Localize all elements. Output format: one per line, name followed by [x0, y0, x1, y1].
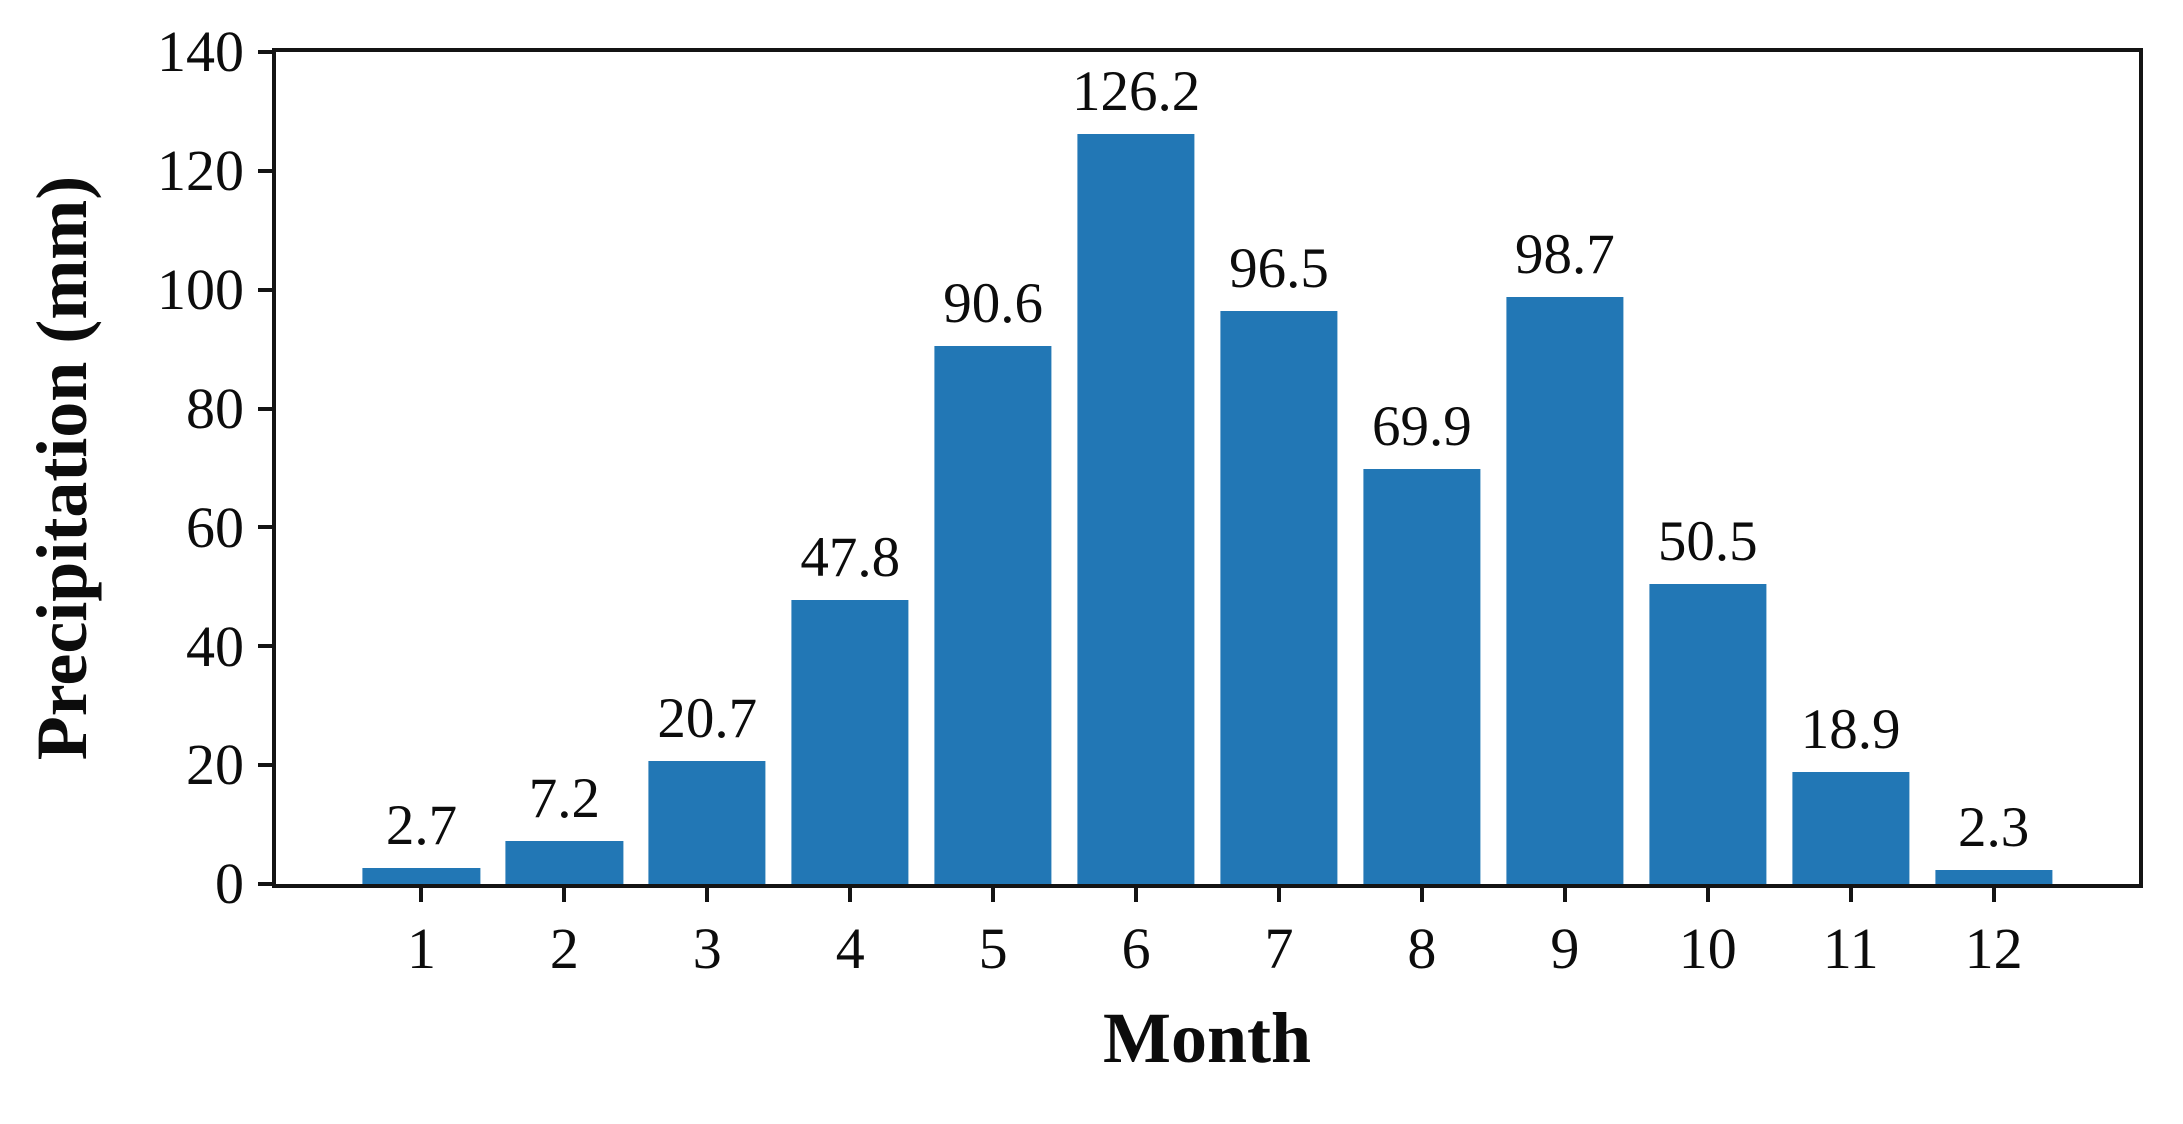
x-tick-label: 12	[1964, 916, 2023, 981]
x-tick-mark	[705, 884, 710, 902]
x-tick-label: 2	[549, 916, 579, 981]
bar	[1935, 870, 2053, 884]
x-tick-label: 10	[1678, 916, 1737, 981]
bar-slot: 96.5 7	[1208, 52, 1351, 978]
y-tick-label: 80	[186, 375, 244, 441]
bar	[1649, 583, 1767, 884]
bar-value-label: 98.7	[1514, 223, 1615, 287]
bar-slot: 7.2 2	[493, 52, 636, 978]
bar-value-label: 2.7	[385, 793, 458, 857]
bar-slot: 47.8 4	[779, 52, 922, 978]
bar-slot: 18.9 11	[1779, 52, 1922, 978]
bar	[791, 599, 909, 884]
x-tick-label: 3	[692, 916, 722, 981]
bar	[1077, 134, 1195, 884]
x-tick-mark	[1134, 884, 1139, 902]
bar	[362, 867, 481, 884]
bar-slot: 2.7 1	[350, 52, 493, 978]
bar	[1506, 297, 1624, 884]
bar	[1220, 310, 1338, 884]
x-tick-label: 5	[978, 916, 1008, 981]
x-tick-mark	[1991, 884, 1996, 902]
bar	[505, 841, 623, 884]
x-tick-label: 4	[835, 916, 865, 981]
bar-slot: 20.7 3	[636, 52, 779, 978]
y-axis-title: Precipitation (mm)	[22, 175, 102, 761]
bar-value-label: 2.3	[1957, 796, 2030, 860]
bar-value-label: 69.9	[1372, 394, 1472, 458]
x-tick-mark	[562, 884, 567, 902]
y-tick-label: 40	[186, 613, 244, 679]
y-tick-label: 60	[186, 494, 244, 560]
bar	[648, 760, 766, 884]
y-tick-label: 120	[157, 137, 244, 203]
bar-slot: 69.9 8	[1350, 52, 1493, 978]
y-tick-mark	[258, 406, 276, 411]
y-tick-label: 20	[186, 732, 244, 798]
x-tick-mark	[1705, 884, 1710, 902]
y-tick-label: 140	[157, 19, 244, 85]
x-tick-label: 6	[1121, 916, 1151, 981]
bar-slot: 126.2 6	[1065, 52, 1208, 977]
bar-value-label: 20.7	[657, 686, 758, 750]
bar-slot: 98.7 9	[1493, 52, 1636, 978]
bar-value-label: 18.9	[1800, 697, 1901, 761]
bar	[1792, 771, 1910, 884]
bar-slot: 50.5 10	[1636, 52, 1779, 978]
x-tick-mark	[419, 884, 424, 902]
y-tick-mark	[258, 287, 276, 292]
bar-slot: 90.6 5	[922, 52, 1065, 978]
y-tick-mark	[258, 644, 276, 649]
x-tick-label: 9	[1550, 916, 1580, 981]
x-tick-label: 7	[1264, 916, 1294, 981]
x-tick-label: 8	[1407, 916, 1437, 981]
y-tick-mark	[258, 882, 276, 886]
bar-value-label: 126.2	[1071, 60, 1201, 124]
y-tick-mark	[258, 50, 276, 54]
bar	[934, 345, 1052, 884]
bar-slot: 2.3 12	[1922, 52, 2065, 978]
bar-value-label: 90.6	[943, 271, 1044, 335]
x-tick-mark	[1562, 884, 1567, 902]
y-tick-mark	[258, 525, 276, 530]
x-tick-mark	[1419, 884, 1424, 902]
x-tick-mark	[1848, 884, 1853, 902]
x-tick-mark	[1276, 884, 1281, 902]
x-tick-label: 11	[1822, 916, 1879, 981]
plot-area: 2.7 1 7.2 2 20.7 3 47.8 4 90.6 5 126.2 6 96.5 7 69.9 8 9…	[157, 23, 2143, 978]
x-axis-title: Month	[1102, 998, 1312, 1078]
x-tick-mark	[848, 884, 853, 902]
y-tick-mark	[258, 168, 276, 173]
x-tick-mark	[991, 884, 996, 902]
bar-value-label: 96.5	[1229, 236, 1329, 300]
y-tick-label: 0	[215, 851, 244, 917]
bar-value-label: 47.8	[800, 525, 901, 589]
bars-layer: 2.7 1 7.2 2 20.7 3 47.8 4 90.6 5 126.2 6 96.5 7 69.9 8 9…	[276, 52, 2139, 978]
y-tick-mark	[258, 763, 276, 768]
bar-value-label: 7.2	[528, 767, 600, 831]
bar-value-label: 50.5	[1657, 509, 1758, 573]
bar	[1363, 468, 1481, 884]
y-tick-label: 100	[157, 256, 244, 322]
x-tick-label: 1	[406, 916, 436, 981]
